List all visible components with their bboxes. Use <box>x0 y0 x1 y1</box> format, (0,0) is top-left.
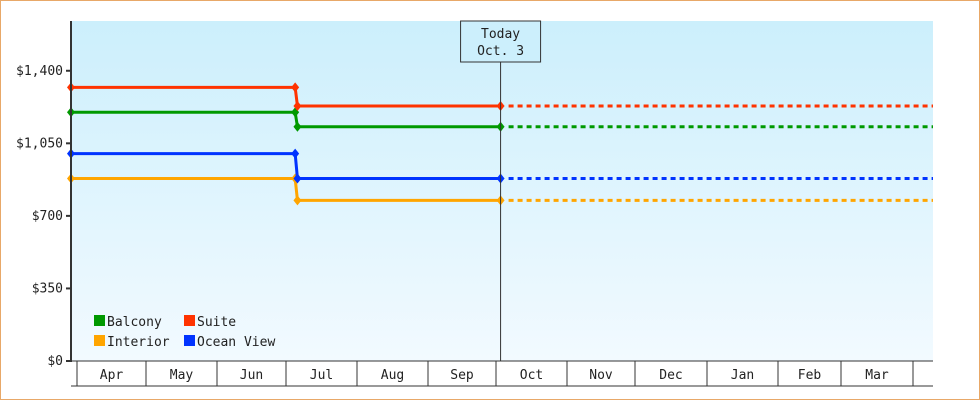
today-label: Today <box>481 27 520 42</box>
x-tick-label-oct: Oct <box>520 368 543 383</box>
legend-label-interior: Interior <box>107 335 170 350</box>
legend-swatch-ocean-view <box>184 335 195 346</box>
legend-swatch-suite <box>184 315 195 326</box>
x-tick-label-dec: Dec <box>659 368 682 383</box>
plot-background <box>71 21 933 361</box>
data-point-ocean-view <box>291 148 300 159</box>
x-tick-label-feb: Feb <box>798 368 822 383</box>
x-tick-label-sep: Sep <box>450 368 474 383</box>
legend-label-balcony: Balcony <box>107 315 162 330</box>
legend-label-suite: Suite <box>197 315 236 330</box>
series-line-balcony <box>71 110 501 129</box>
y-tick-label: $0 <box>47 354 63 369</box>
x-tick-label-nov: Nov <box>589 368 613 383</box>
x-tick-label-aug: Aug <box>381 368 404 383</box>
today-box <box>460 20 542 63</box>
legend-swatch-interior <box>94 335 105 346</box>
legend-label-ocean-view: Ocean View <box>197 335 275 350</box>
series-line-suite <box>71 85 501 108</box>
x-tick-label-mar: Mar <box>865 368 889 383</box>
x-tick-label-jan: Jan <box>731 368 754 383</box>
y-tick-label: $350 <box>32 281 63 296</box>
y-tick-label: $700 <box>32 209 63 224</box>
x-tick-label-jul: Jul <box>310 368 333 383</box>
data-point-interior <box>293 195 302 206</box>
data-point-suite <box>291 82 300 93</box>
today-date: Oct. 3 <box>477 44 524 59</box>
y-tick-label: $1,400 <box>16 64 63 79</box>
data-point-ocean-view <box>293 173 302 184</box>
series-line-interior <box>71 177 501 202</box>
y-tick-label: $1,050 <box>16 136 63 151</box>
data-point-suite <box>293 101 302 111</box>
legend-swatch-balcony <box>94 315 105 326</box>
series-line-ocean-view <box>71 152 501 181</box>
x-tick-label-jun: Jun <box>240 368 263 383</box>
x-tick-label-apr: Apr <box>100 368 124 383</box>
x-tick-label-may: May <box>170 368 194 383</box>
data-point-balcony <box>293 121 302 132</box>
